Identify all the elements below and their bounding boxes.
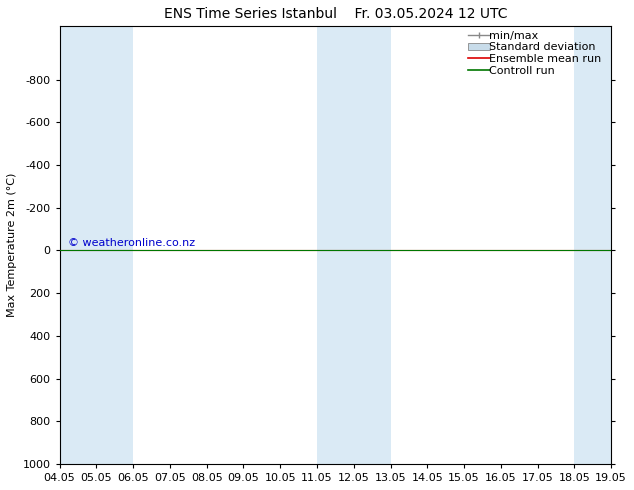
Bar <box>60 26 133 464</box>
Bar <box>574 26 611 464</box>
Y-axis label: Max Temperature 2m (°C): Max Temperature 2m (°C) <box>7 173 17 318</box>
Bar <box>317 26 391 464</box>
Legend: min/max, Standard deviation, Ensemble mean run, Controll run: min/max, Standard deviation, Ensemble me… <box>465 28 609 78</box>
Title: ENS Time Series Istanbul    Fr. 03.05.2024 12 UTC: ENS Time Series Istanbul Fr. 03.05.2024 … <box>164 7 507 21</box>
Text: © weatheronline.co.nz: © weatheronline.co.nz <box>68 238 195 248</box>
